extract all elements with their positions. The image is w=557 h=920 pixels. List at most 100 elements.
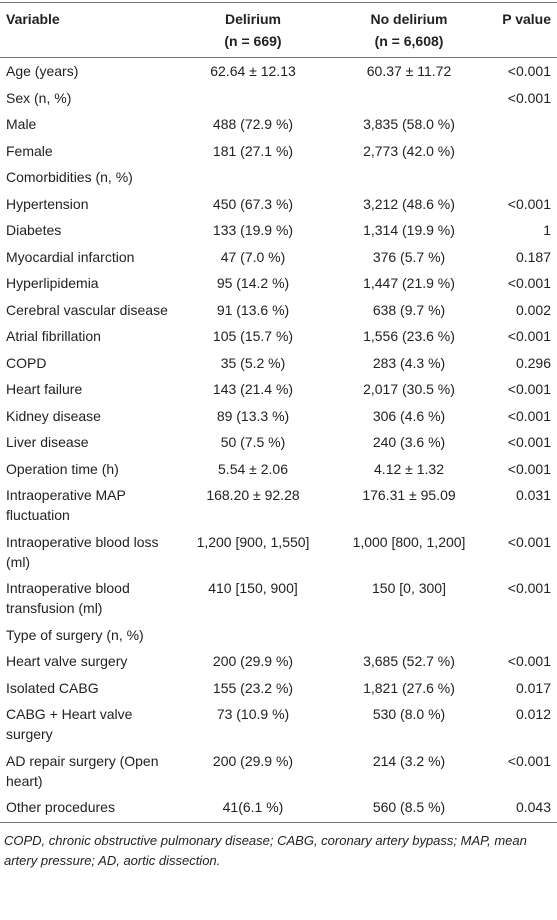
variable-cell: Operation time (h)	[6, 460, 119, 477]
header-text: Delirium	[224, 11, 281, 27]
no-delirium-cell: 2,773 (42.0 %)	[363, 142, 455, 159]
header-text: Variable	[6, 11, 60, 27]
p-value-cell: 1	[543, 222, 551, 239]
delirium-cell: 133 (19.9 %)	[212, 222, 294, 239]
no-delirium-cell: 376 (5.7 %)	[372, 248, 446, 265]
no-delirium-cell: 306 (4.6 %)	[372, 407, 446, 424]
delirium-cell: 35 (5.2 %)	[220, 354, 286, 371]
table-row: CABG + Heart valve surgery 73 (10.9 %) 530…	[0, 701, 557, 748]
no-delirium-cell: 1,447 (21.9 %)	[363, 275, 455, 292]
delirium-cell: 105 (15.7 %)	[212, 328, 294, 345]
header-cell: Delirium (n = 669)	[178, 2, 328, 58]
p-value-cell: <0.001	[507, 580, 551, 597]
table-header: Variable Delirium (n = 669) No delirium (n…	[0, 2, 557, 58]
delirium-cell: 200 (29.9 %)	[212, 752, 294, 769]
variable-cell: AD repair surgery (Open heart)	[6, 752, 159, 789]
p-value-cell: 0.012	[515, 706, 551, 723]
header-text: (n = 6,608)	[374, 33, 444, 49]
p-value-cell: 0.031	[515, 487, 551, 504]
variable-cell: Atrial fibrillation	[6, 328, 101, 345]
no-delirium-cell	[328, 622, 490, 649]
table-row: Myocardial infarction 47 (7.0 %) 376 (5.7 …	[0, 244, 557, 271]
no-delirium-cell: 1,556 (23.6 %)	[363, 328, 455, 345]
variable-cell: Other procedures	[0, 794, 178, 824]
p-value-cell: <0.001	[507, 460, 551, 477]
variable-cell: Liver disease	[6, 434, 89, 451]
p-value-cell: <0.001	[507, 328, 551, 345]
table-row: Male 488 (72.9 %) 3,835 (58.0 %)	[0, 111, 557, 138]
p-value-cell: 0.296	[515, 354, 551, 371]
header-row: Variable Delirium (n = 669) No delirium (n…	[0, 2, 557, 58]
p-value-cell	[490, 138, 557, 165]
table-row: COPD 35 (5.2 %) 283 (4.3 %) 0.296	[0, 350, 557, 377]
variable-cell: Intraoperative blood transfusion (ml)	[6, 580, 130, 617]
variable-cell: Intraoperative blood loss (ml)	[6, 533, 159, 570]
no-delirium-cell: 1,821 (27.6 %)	[363, 679, 455, 696]
p-value-cell: <0.001	[507, 653, 551, 670]
delirium-cell: 91 (13.6 %)	[216, 301, 290, 318]
no-delirium-cell: 60.37 ± 11.72	[366, 63, 452, 80]
header-cell: No delirium (n = 6,608)	[328, 2, 490, 58]
p-value-cell	[490, 622, 557, 649]
table-row: Atrial fibrillation 105 (15.7 %) 1,556 (23…	[0, 323, 557, 350]
table-row: AD repair surgery (Open heart) 200 (29.9 …	[0, 748, 557, 795]
delirium-cell: 41(6.1 %)	[178, 794, 328, 824]
no-delirium-cell: 530 (8.0 %)	[372, 706, 446, 723]
variable-cell: Diabetes	[6, 222, 62, 239]
header-cell: P value	[490, 2, 557, 58]
no-delirium-cell: 4.12 ± 1.32	[374, 460, 444, 477]
table-row: Hypertension 450 (67.3 %) 3,212 (48.6 %) <0…	[0, 191, 557, 218]
table-row: Cerebral vascular disease 91 (13.6 %) 638 …	[0, 297, 557, 324]
table-row: Comorbidities (n, %)	[0, 164, 557, 191]
footnote: COPD, chronic obstructive pulmonary dise…	[4, 833, 527, 869]
no-delirium-cell: 3,835 (58.0 %)	[363, 116, 455, 133]
header-text: No delirium	[370, 11, 448, 27]
delirium-cell: 181 (27.1 %)	[212, 142, 294, 159]
variable-cell: CABG + Heart valve surgery	[6, 706, 133, 743]
table-row: Heart valve surgery 200 (29.9 %) 3,685 (52…	[0, 648, 557, 675]
no-delirium-cell	[328, 164, 490, 191]
no-delirium-cell: 1,314 (19.9 %)	[363, 222, 455, 239]
variable-cell: Hypertension	[6, 195, 89, 212]
no-delirium-cell: 150 [0, 300]	[372, 580, 446, 597]
no-delirium-cell: 1,000 [800, 1,200]	[352, 533, 466, 550]
no-delirium-cell: 214 (3.2 %)	[372, 752, 446, 769]
table-row: Hyperlipidemia 95 (14.2 %) 1,447 (21.9 %) <…	[0, 270, 557, 297]
delirium-cell: 450 (67.3 %)	[212, 195, 294, 212]
header-text: P value	[502, 11, 551, 27]
table-row: Heart failure 143 (21.4 %) 2,017 (30.5 %) <…	[0, 376, 557, 403]
variable-cell: Kidney disease	[6, 407, 101, 424]
no-delirium-cell: 3,685 (52.7 %)	[363, 653, 455, 670]
p-value-cell: <0.001	[507, 407, 551, 424]
delirium-cell	[178, 164, 328, 191]
header-text: (n = 669)	[224, 33, 282, 49]
p-value-cell	[490, 164, 557, 191]
no-delirium-cell: 283 (4.3 %)	[372, 354, 446, 371]
variable-cell: Heart failure	[6, 381, 83, 398]
no-delirium-cell: 638 (9.7 %)	[372, 301, 446, 318]
delirium-cell: 410 [150, 900]	[208, 580, 298, 597]
delirium-cell: 47 (7.0 %)	[220, 248, 286, 265]
delirium-cell: 89 (13.3 %)	[216, 407, 290, 424]
delirium-cell	[178, 622, 328, 649]
delirium-cell: 168.20 ± 92.28	[206, 487, 300, 504]
header-cell: Variable	[0, 2, 178, 58]
variable-cell: Intraoperative MAP fluctuation	[6, 487, 126, 524]
table-row: Sex (n, %) <0.001	[0, 85, 557, 112]
table-row: Intraoperative blood transfusion (ml) 410…	[0, 575, 557, 622]
p-value-cell: <0.001	[507, 275, 551, 292]
p-value-cell: <0.001	[507, 63, 551, 80]
p-value-cell: <0.001	[507, 195, 551, 212]
p-value-cell: <0.001	[507, 752, 551, 769]
variable-cell: Isolated CABG	[6, 679, 99, 696]
no-delirium-cell: 240 (3.6 %)	[372, 434, 446, 451]
table-row: Intraoperative blood loss (ml) 1,200 [900…	[0, 529, 557, 576]
delirium-cell: 62.64 ± 12.13	[210, 63, 296, 80]
p-value-cell: 0.002	[515, 301, 551, 318]
p-value-cell	[490, 111, 557, 138]
delirium-cell: 73 (10.9 %)	[216, 706, 290, 723]
variable-cell: Cerebral vascular disease	[6, 301, 168, 318]
variable-cell: Hyperlipidemia	[6, 275, 99, 292]
table-row: Type of surgery (n, %)	[0, 622, 557, 649]
